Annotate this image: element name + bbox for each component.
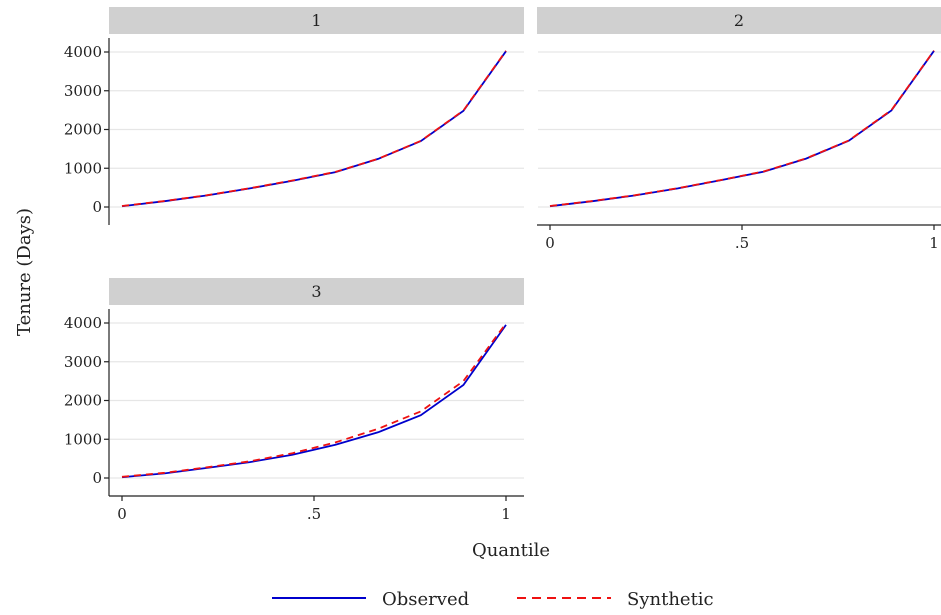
panel-2: 20.5 1 <box>537 7 941 252</box>
x-tick-label: .5 <box>307 505 321 523</box>
y-tick-label: 1000 <box>64 159 102 177</box>
y-tick-label: 2000 <box>64 392 102 410</box>
panel-label: 3 <box>311 282 321 301</box>
legend-label-synthetic: Synthetic <box>627 589 714 610</box>
x-tick-label: 1 <box>501 505 511 523</box>
panel-1: 1 0 1000 2000 3000 4000 <box>64 7 524 225</box>
panel-label: 2 <box>734 11 744 30</box>
y-tick-label: 4000 <box>64 314 102 332</box>
series-synthetic <box>121 322 507 478</box>
x-axis-title: Quantile <box>472 540 550 561</box>
legend: Observed Synthetic <box>272 589 714 610</box>
series-observed <box>549 50 935 208</box>
y-tick-label: 0 <box>92 469 102 487</box>
series-synthetic <box>549 50 935 207</box>
panel-strip <box>537 7 941 34</box>
y-axis-title: Tenure (Days) <box>14 208 35 336</box>
x-tick-label: 1 <box>929 234 939 252</box>
x-tick-label: 0 <box>117 505 127 523</box>
y-tick-label: 3000 <box>64 82 102 100</box>
panel-label: 1 <box>311 11 321 30</box>
series-synthetic <box>121 50 507 207</box>
x-tick-label: .5 <box>735 234 749 252</box>
legend-label-observed: Observed <box>382 589 469 610</box>
x-tick-label: 0 <box>545 234 555 252</box>
y-tick-label: 3000 <box>64 353 102 371</box>
y-tick-label: 4000 <box>64 43 102 61</box>
y-tick-label: 0 <box>92 198 102 216</box>
panel-strip <box>109 7 524 34</box>
panel-strip <box>109 278 524 305</box>
y-tick-label: 1000 <box>64 430 102 448</box>
series-observed <box>121 50 507 208</box>
panel-3: 3 0 1000 2000 3000 4000 0 .5 1 <box>64 278 524 523</box>
y-tick-label: 2000 <box>64 121 102 139</box>
